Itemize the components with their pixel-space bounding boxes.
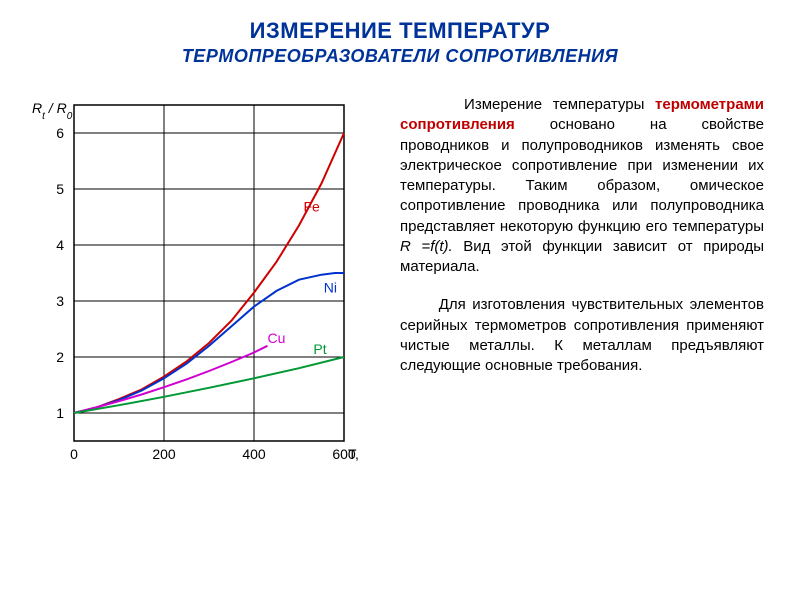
svg-text:T, C: T, C — [348, 446, 358, 462]
paragraph-1: Измерение температуры термометрами сопро… — [400, 95, 764, 277]
title-line1: ИЗМЕРЕНИЕ ТЕМПЕРАТУР — [0, 18, 800, 44]
title-block: ИЗМЕРЕНИЕ ТЕМПЕРАТУР ТЕРМОПРЕОБРАЗОВАТЕЛ… — [0, 0, 800, 67]
svg-text:0: 0 — [70, 446, 78, 462]
p1-pre: Измерение температуры — [464, 96, 655, 113]
title-line2: ТЕРМОПРЕОБРАЗОВАТЕЛИ СОПРОТИВЛЕНИЯ — [0, 46, 800, 67]
chart-column: 0200400600123456T, CRt / R0FeNiCuPt — [0, 95, 388, 475]
p1-post: основано на свойстве проводников и полуп… — [400, 116, 764, 234]
svg-text:Pt: Pt — [313, 341, 326, 357]
svg-text:Fe: Fe — [304, 198, 321, 214]
svg-text:2: 2 — [56, 349, 64, 365]
rtd-chart: 0200400600123456T, CRt / R0FeNiCuPt — [28, 95, 358, 475]
text-column: Измерение температуры термометрами сопро… — [388, 95, 800, 475]
svg-text:Cu: Cu — [268, 330, 286, 346]
svg-text:200: 200 — [152, 446, 176, 462]
svg-text:4: 4 — [56, 237, 64, 253]
svg-text:3: 3 — [56, 293, 64, 309]
svg-text:Rt / R0: Rt / R0 — [32, 100, 73, 122]
svg-text:5: 5 — [56, 181, 64, 197]
svg-text:Ni: Ni — [324, 280, 337, 296]
slide: ИЗМЕРЕНИЕ ТЕМПЕРАТУР ТЕРМОПРЕОБРАЗОВАТЕЛ… — [0, 0, 800, 600]
paragraph-2: Для изготовления чувствительных элементо… — [400, 295, 764, 376]
svg-text:6: 6 — [56, 125, 64, 141]
svg-text:400: 400 — [242, 446, 266, 462]
p1-tail: Вид этой функции зависит от природы мате… — [400, 238, 764, 275]
content-row: 0200400600123456T, CRt / R0FeNiCuPt Изме… — [0, 95, 800, 475]
p2-text: Для изготовления чувствительных элементо… — [400, 296, 764, 374]
svg-text:1: 1 — [56, 405, 64, 421]
p1-formula: R =f(t). — [400, 238, 453, 255]
